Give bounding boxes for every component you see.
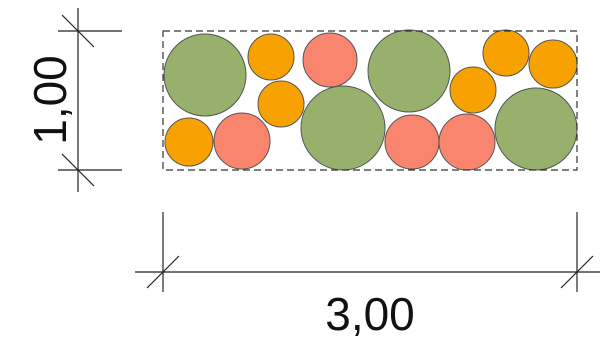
circle [494, 87, 578, 171]
circle [482, 29, 530, 77]
circle [164, 117, 214, 167]
circle [438, 113, 496, 171]
circle [302, 32, 358, 88]
circle [213, 112, 271, 170]
circle [247, 33, 295, 81]
circle [449, 66, 497, 114]
circle [528, 39, 578, 89]
height-dimension [58, 8, 122, 192]
width-dimension [135, 212, 600, 292]
circle [300, 85, 386, 171]
width-label: 3,00 [325, 288, 415, 340]
circle [367, 29, 451, 113]
boundary [162, 30, 578, 171]
circles [163, 29, 578, 171]
circle [384, 114, 440, 170]
circle [257, 80, 305, 128]
height-label: 1,00 [24, 55, 76, 145]
circle [163, 33, 247, 117]
